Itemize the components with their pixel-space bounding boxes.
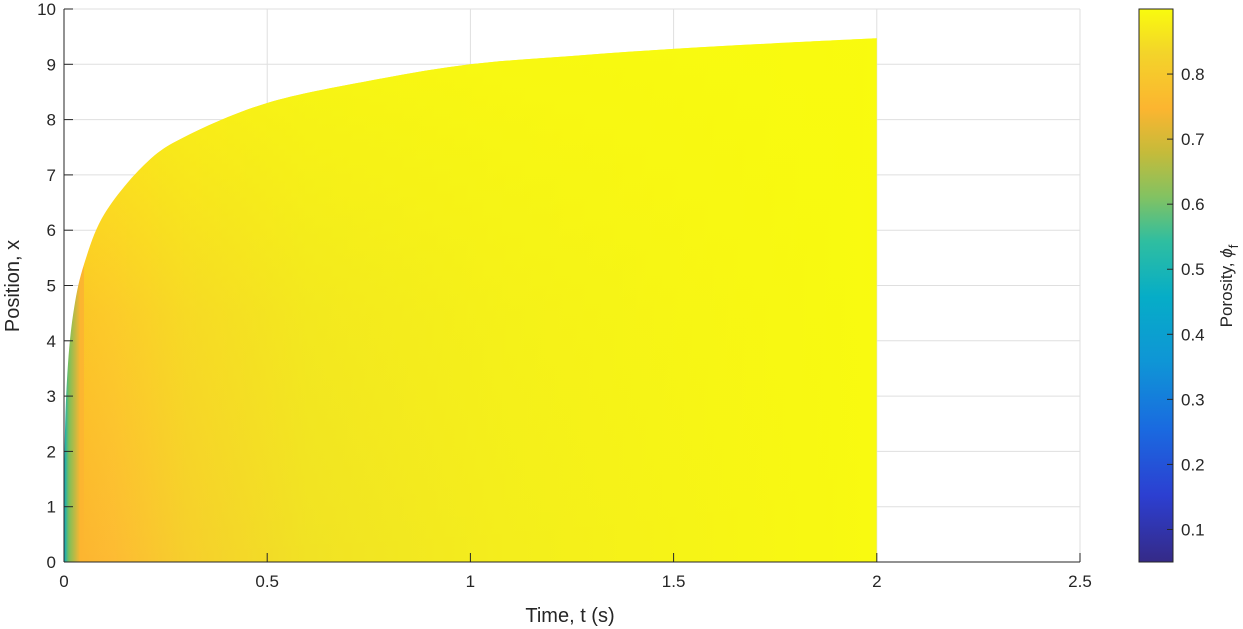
y-tick-label-8: 8 [47,111,56,130]
x-tick-label-5: 2.5 [1068,572,1092,591]
x-tick-label-0: 0 [59,572,68,591]
x-tick-label-4: 2 [872,572,881,591]
colorbar-tick-label-3: 0.4 [1181,325,1205,344]
colorbar-label-text: Porosity, [1217,258,1236,328]
colorbar-bar [1138,8,1174,563]
tick-labels: 0 0.5 1 1.5 2 2.5 0 1 2 3 4 5 6 7 8 9 10 [37,0,1092,591]
y-tick-label-6: 6 [47,221,56,240]
x-tick-label-1: 0.5 [255,572,279,591]
porosity-field [64,38,877,562]
colorbar-label-subscript: f [1226,244,1241,248]
colorbar-tick-label-7: 0.8 [1181,65,1205,84]
y-axis-label: Position, x [2,240,24,332]
x-tick-label-2: 1 [466,572,475,591]
y-tick-label-1: 1 [47,498,56,517]
colorbar-tick-label-5: 0.6 [1181,195,1205,214]
colorbar: 0.1 0.2 0.3 0.4 0.5 0.6 0.7 0.8 Porosity, ϕf [1138,8,1241,563]
colorbar-tick-label-1: 0.2 [1181,455,1205,474]
colorbar-ticks: 0.1 0.2 0.3 0.4 0.5 0.6 0.7 0.8 [1167,65,1205,539]
x-axis-label: Time, t (s) [525,605,614,627]
y-tick-label-9: 9 [47,55,56,74]
colorbar-tick-label-0: 0.1 [1181,520,1205,539]
colorbar-tick-label-6: 0.7 [1181,130,1205,149]
y-tick-label-3: 3 [47,387,56,406]
y-tick-label-0: 0 [47,553,56,572]
x-tick-label-3: 1.5 [662,572,686,591]
y-tick-label-2: 2 [47,442,56,461]
y-tick-label-4: 4 [47,332,56,351]
colorbar-label-symbol: ϕ [1217,248,1236,257]
axes [63,8,1081,563]
colorbar-label: Porosity, ϕf [1217,244,1241,327]
y-tick-label-5: 5 [47,277,56,296]
porosity-field-top-shade [84,38,877,562]
colorbar-tick-label-4: 0.5 [1181,260,1205,279]
y-tick-label-10: 10 [37,0,56,19]
y-tick-label-7: 7 [47,166,56,185]
colorbar-tick-label-2: 0.3 [1181,390,1205,409]
